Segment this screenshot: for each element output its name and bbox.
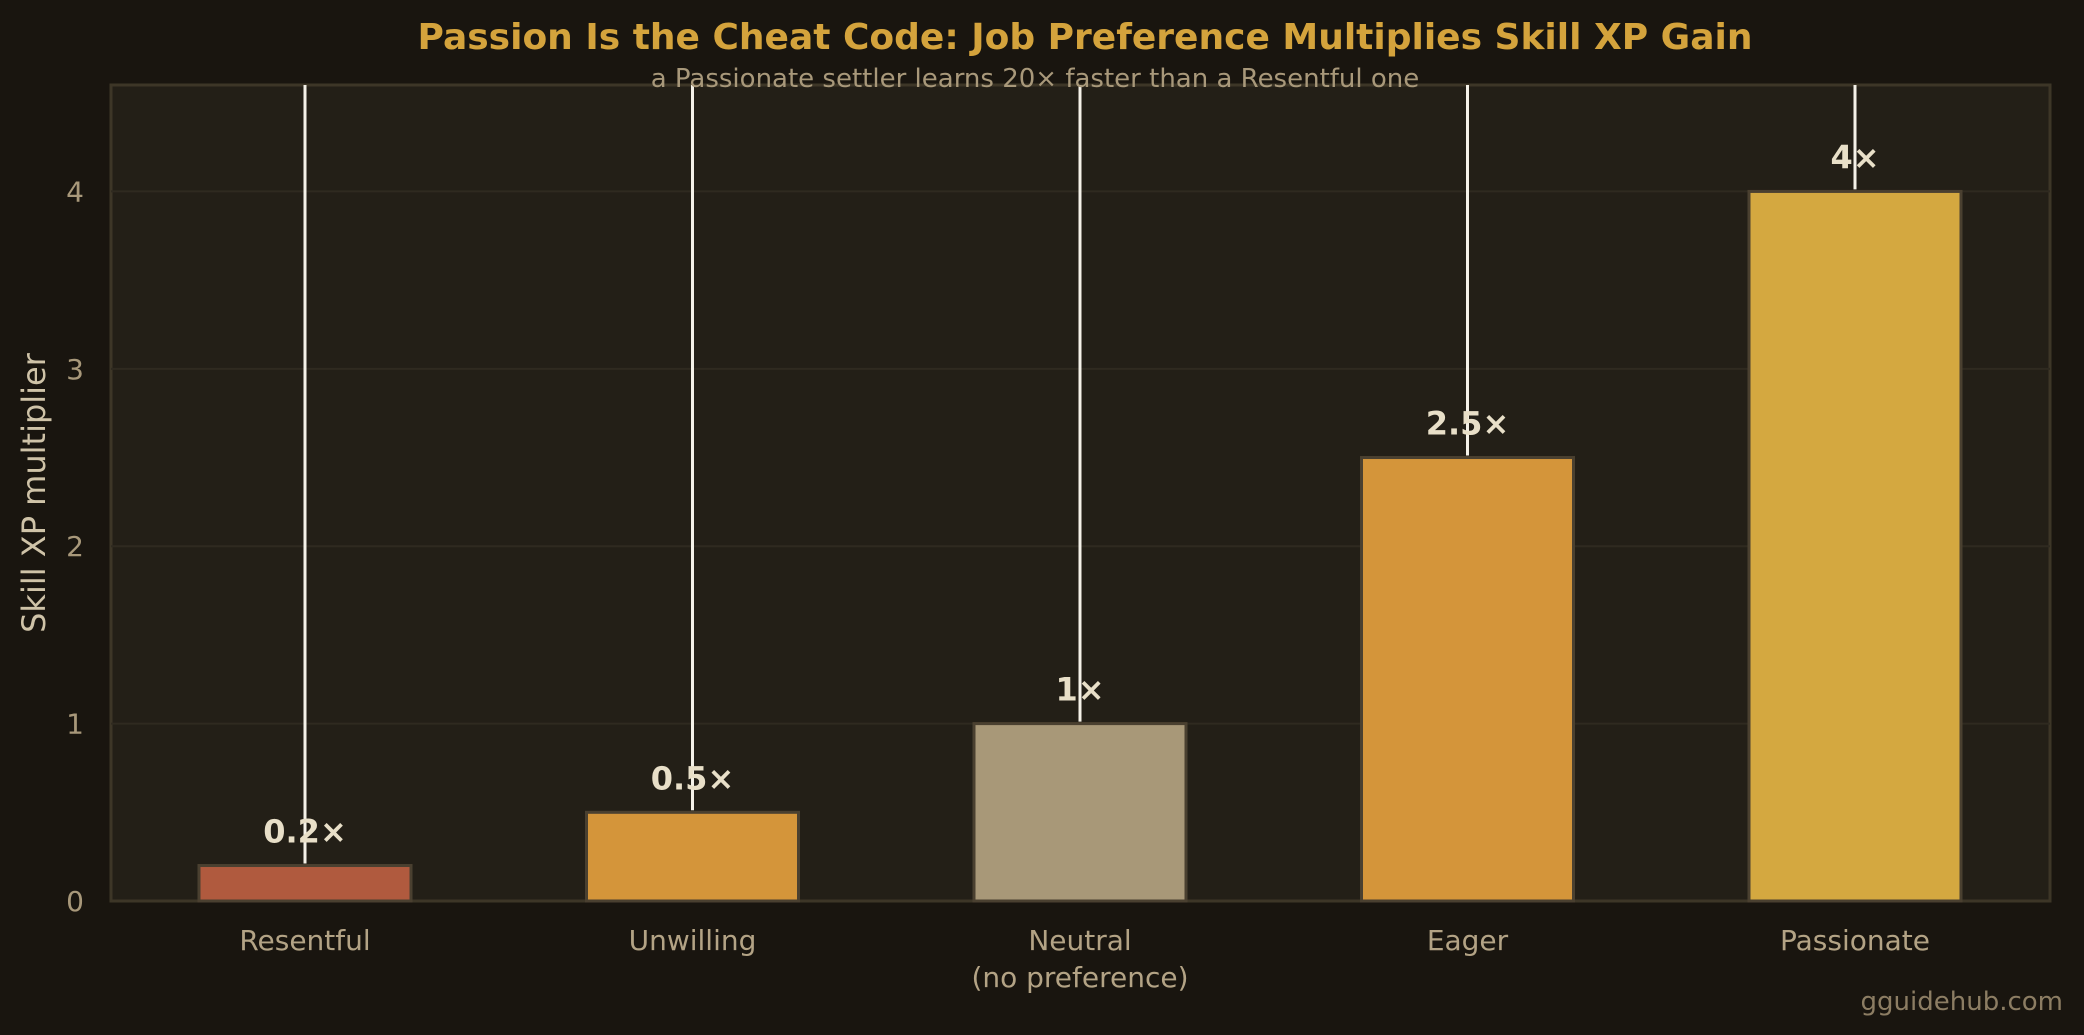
bar (972, 722, 1188, 903)
bar (585, 810, 800, 903)
data-label: 4× (1830, 138, 1879, 176)
y-tick-label: 0 (66, 885, 84, 918)
data-label: 0.5× (651, 759, 735, 797)
chart-subtitle: a Passionate settler learns 20× faster t… (651, 64, 1420, 94)
x-category-label: Passionate (1780, 924, 1930, 957)
y-axis-ticks: 0 1 2 3 4 (66, 175, 84, 918)
bar (197, 864, 413, 903)
x-category-label: Neutral (1028, 924, 1131, 957)
y-tick-label: 3 (66, 353, 84, 386)
bar (1360, 456, 1575, 903)
bar (1747, 189, 1963, 903)
y-axis-label: Skill XP multiplier (15, 352, 53, 633)
value-stems (303, 85, 1857, 864)
y-tick-label: 2 (66, 530, 84, 563)
x-category-label: Resentful (239, 924, 370, 957)
y-tick-label: 1 (66, 708, 84, 741)
x-category-label: Eager (1427, 924, 1509, 957)
watermark: gguidehub.com (1861, 987, 2063, 1017)
chart-title: Passion Is the Cheat Code: Job Preferenc… (418, 17, 1753, 58)
data-label: 0.2× (263, 813, 347, 851)
data-labels: 0.2× 0.5× 1× 2.5× 4× (263, 138, 1879, 850)
x-category-label: (no preference) (971, 961, 1188, 994)
x-axis-categories: Resentful Unwilling Neutral (no preference)… (239, 924, 1930, 994)
y-tick-label: 4 (66, 175, 84, 208)
bars (197, 189, 1963, 903)
data-label: 2.5× (1426, 405, 1510, 443)
x-category-label: Unwilling (629, 924, 757, 957)
data-label: 1× (1055, 671, 1104, 709)
